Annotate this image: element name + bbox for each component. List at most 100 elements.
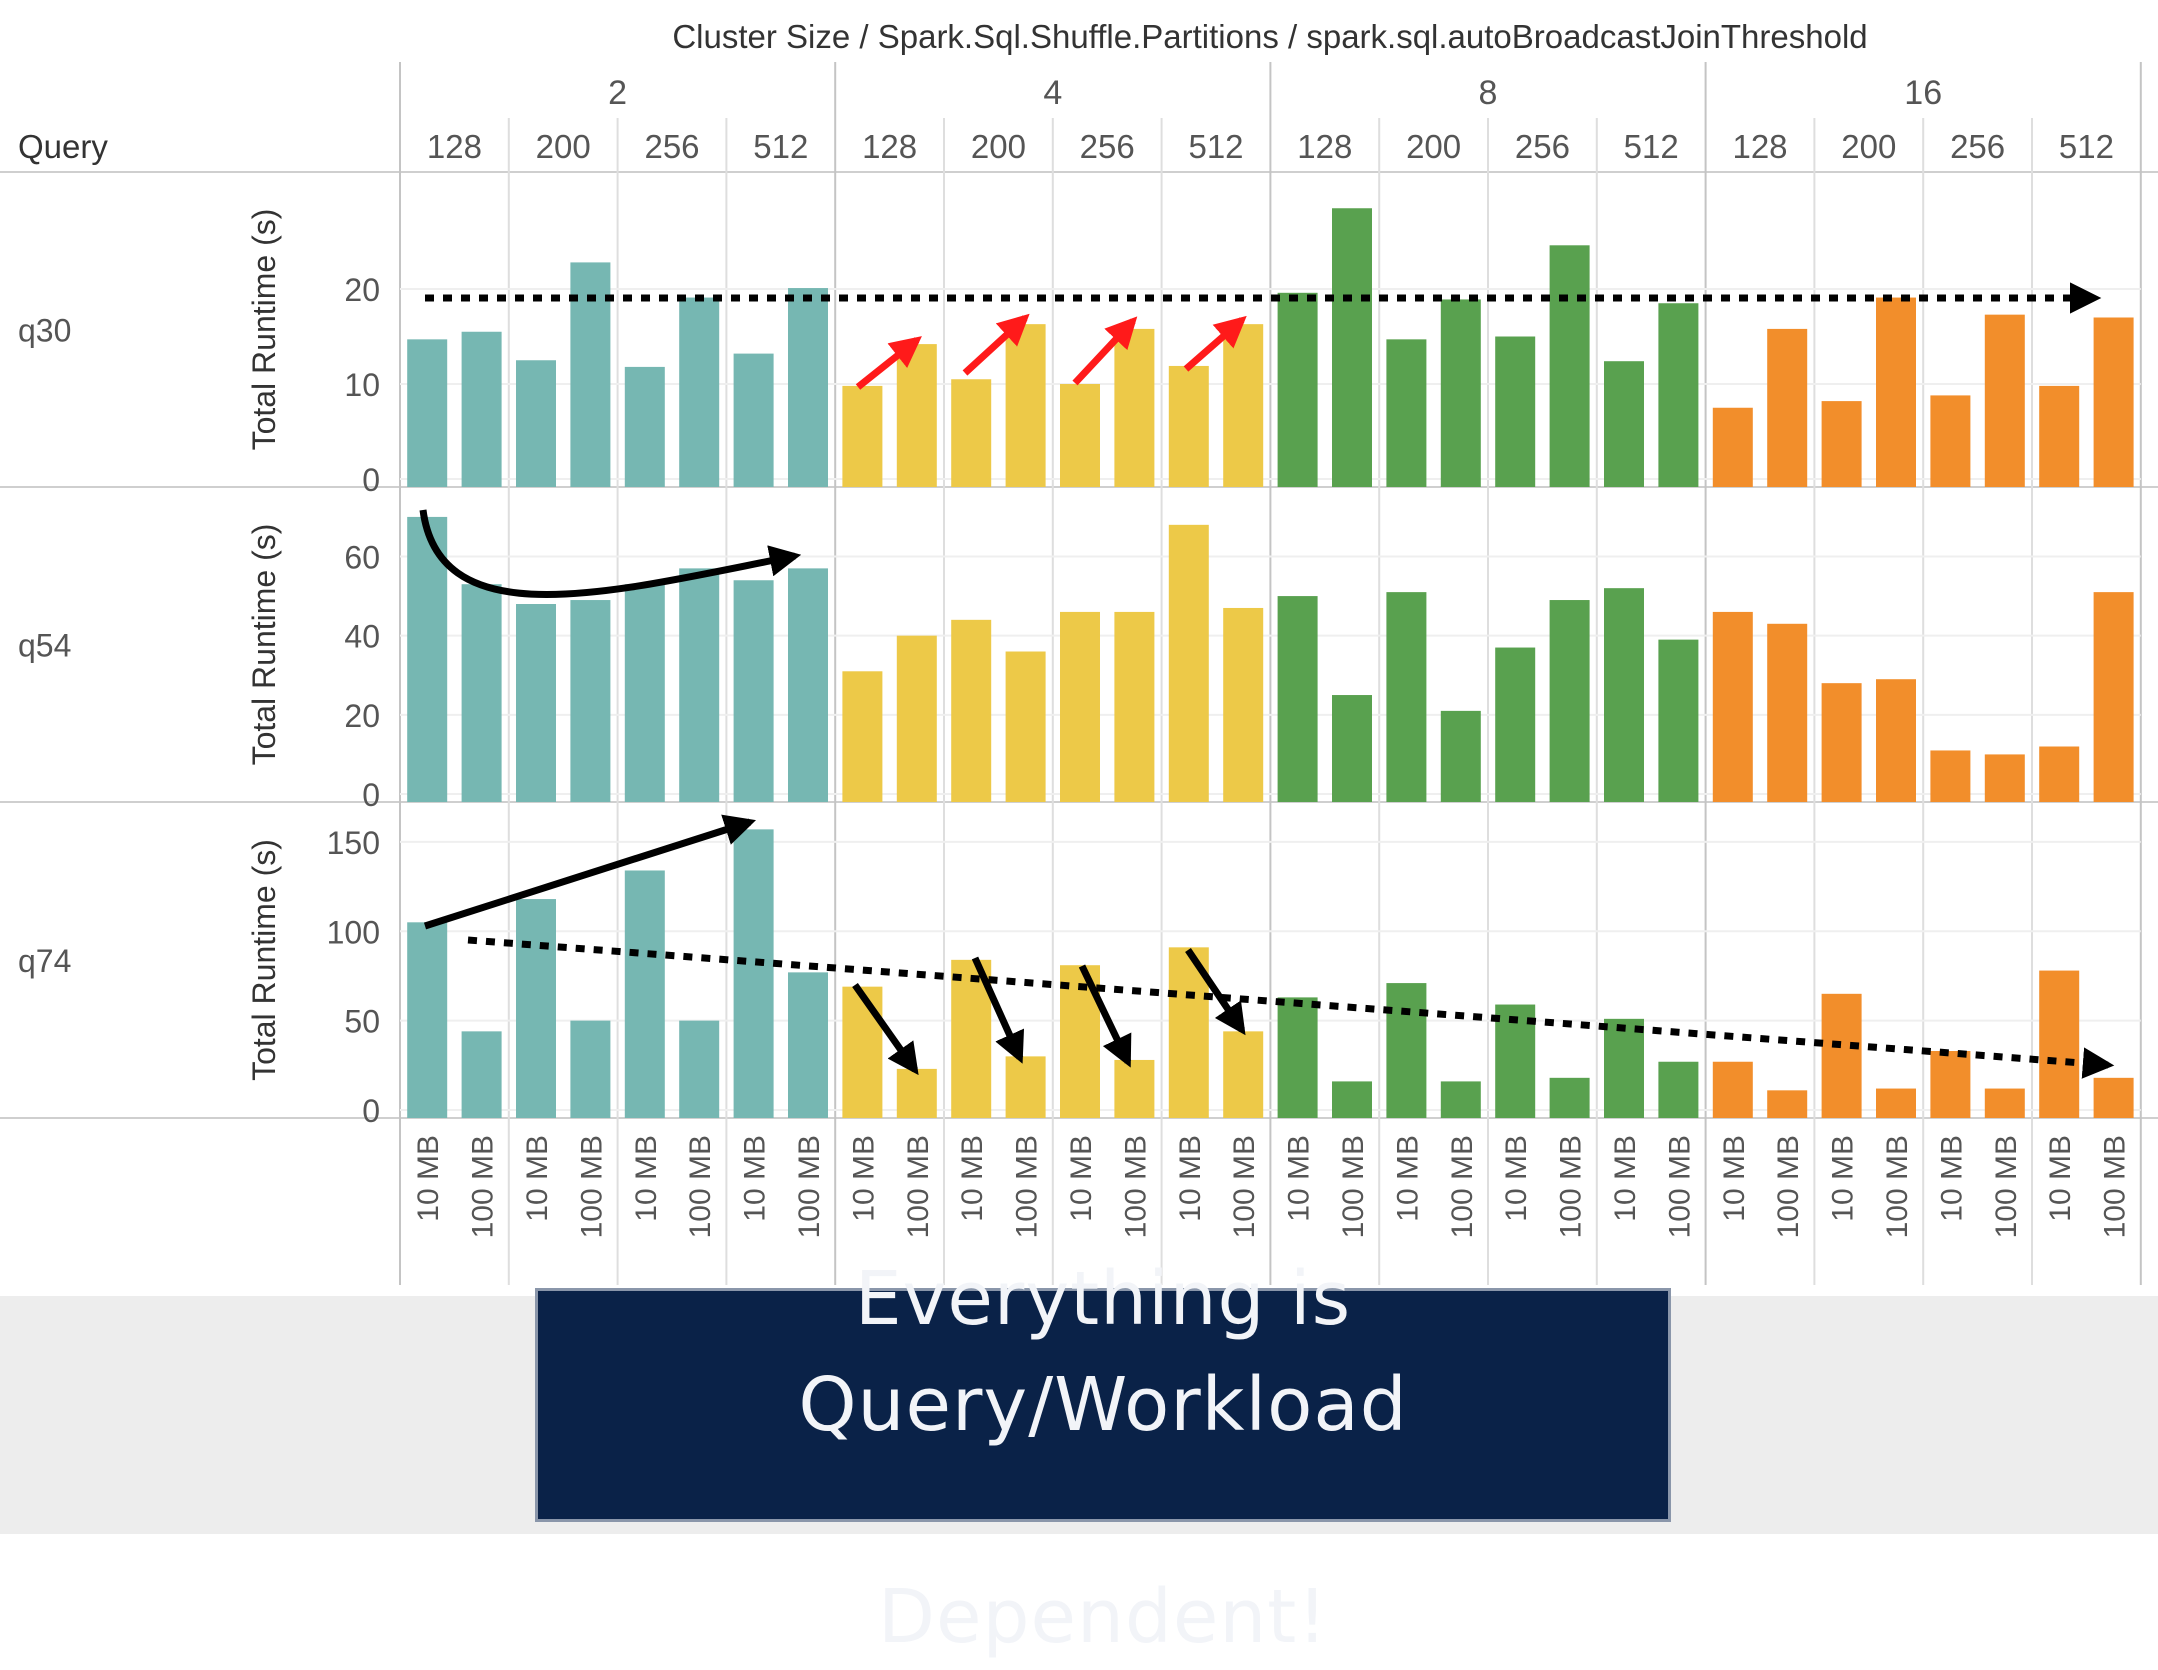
chart-canvas: Cluster Size / Spark.Sql.Shuffle.Partiti… — [0, 18, 2158, 1285]
bar — [679, 297, 720, 487]
bar — [788, 972, 828, 1118]
chart-page: Cluster Size / Spark.Sql.Shuffle.Partiti… — [0, 18, 2158, 1660]
bar — [624, 584, 665, 802]
threshold-label: 10 MB — [847, 1135, 880, 1222]
partition-label: 512 — [1188, 128, 1243, 165]
bar — [1604, 1018, 1644, 1118]
y-tick-label: 50 — [344, 1004, 380, 1040]
bar — [1984, 754, 2025, 802]
annotation-arrow — [1072, 316, 1138, 386]
threshold-label: 10 MB — [1827, 1135, 1860, 1222]
threshold-label: 100 MB — [1663, 1135, 1696, 1238]
partition-label: 200 — [971, 128, 1026, 165]
bar — [1386, 339, 1427, 487]
threshold-label: 100 MB — [1555, 1135, 1588, 1238]
partition-label: 128 — [427, 128, 482, 165]
threshold-label: 10 MB — [1609, 1135, 1642, 1222]
cluster-size-label: 8 — [1479, 74, 1498, 112]
threshold-label: 10 MB — [739, 1135, 772, 1222]
threshold-label: 100 MB — [1990, 1135, 2023, 1238]
threshold-label: 100 MB — [1881, 1135, 1914, 1238]
threshold-label: 100 MB — [902, 1135, 935, 1238]
bar — [1168, 524, 1209, 802]
row-header-label: Query — [18, 128, 108, 165]
bar — [1876, 679, 1916, 802]
threshold-label: 100 MB — [2099, 1135, 2132, 1238]
bar — [1332, 1081, 1372, 1118]
bar — [733, 353, 774, 487]
y-tick-label: 10 — [344, 367, 380, 403]
bar — [1712, 1061, 1753, 1118]
bar — [461, 584, 502, 802]
bar — [679, 1020, 720, 1118]
bar — [1114, 328, 1155, 487]
bar — [1930, 750, 1971, 802]
bar — [1005, 1056, 1046, 1118]
bar — [1767, 1090, 1808, 1118]
bar — [1168, 365, 1209, 487]
partition-label: 256 — [1515, 128, 1570, 165]
bar — [842, 385, 883, 487]
bar — [2039, 746, 2080, 802]
threshold-label: 10 MB — [412, 1135, 445, 1222]
y-axis-label: Total Runtime (s) — [246, 839, 282, 1081]
partition-label: 256 — [1950, 128, 2005, 165]
query-label: q54 — [18, 628, 71, 664]
bar — [1821, 993, 1862, 1118]
bar — [896, 344, 937, 487]
bar — [1984, 314, 2025, 487]
bar — [516, 360, 556, 487]
bar — [461, 1031, 502, 1118]
bar — [1712, 407, 1753, 487]
y-axis-label: Total Runtime (s) — [246, 209, 282, 451]
threshold-label: 100 MB — [1446, 1135, 1479, 1238]
y-axis-label: Total Runtime (s) — [246, 524, 282, 766]
cluster-size-label: 16 — [1904, 74, 1942, 112]
threshold-label: 10 MB — [1391, 1135, 1424, 1222]
bar — [1712, 611, 1753, 802]
bar — [1060, 384, 1100, 487]
bar — [1549, 245, 1590, 487]
bar — [679, 568, 720, 802]
bar — [2093, 592, 2134, 802]
bar — [1005, 651, 1046, 802]
bar — [1495, 336, 1536, 487]
bar — [1604, 361, 1644, 487]
partition-label: 200 — [1841, 128, 1896, 165]
partition-label: 512 — [753, 128, 808, 165]
annotation-arrow — [971, 956, 1025, 1064]
bar — [896, 1068, 937, 1118]
y-tick-label: 20 — [344, 272, 380, 308]
y-tick-label: 0 — [362, 1093, 380, 1129]
bar — [733, 829, 774, 1118]
annotation-arrow — [419, 509, 802, 598]
bar — [1658, 1061, 1699, 1118]
bar — [516, 604, 556, 802]
bar — [896, 635, 937, 802]
bar — [1440, 710, 1481, 802]
bar — [1767, 328, 1808, 487]
bar — [2093, 1077, 2134, 1118]
threshold-label: 100 MB — [575, 1135, 608, 1238]
annotation-arrows — [419, 282, 2115, 1079]
bar — [1876, 297, 1916, 487]
query-label: q74 — [18, 943, 71, 979]
threshold-label: 10 MB — [1718, 1135, 1751, 1222]
bar — [842, 986, 883, 1118]
threshold-label: 100 MB — [1337, 1135, 1370, 1238]
bar — [1332, 695, 1372, 802]
bar — [1604, 588, 1644, 802]
y-tick-label: 0 — [362, 777, 380, 813]
bar — [2039, 385, 2080, 487]
threshold-label: 10 MB — [521, 1135, 554, 1222]
threshold-label: 100 MB — [684, 1135, 717, 1238]
bar — [1277, 997, 1318, 1118]
threshold-label: 10 MB — [1283, 1135, 1316, 1222]
partition-label: 512 — [1624, 128, 1679, 165]
partition-label: 200 — [536, 128, 591, 165]
query-label: q30 — [18, 313, 71, 349]
annotation-arrow — [852, 982, 919, 1076]
bar — [1930, 1051, 1971, 1118]
annotation-arrow — [467, 936, 2115, 1079]
bar — [842, 671, 883, 802]
